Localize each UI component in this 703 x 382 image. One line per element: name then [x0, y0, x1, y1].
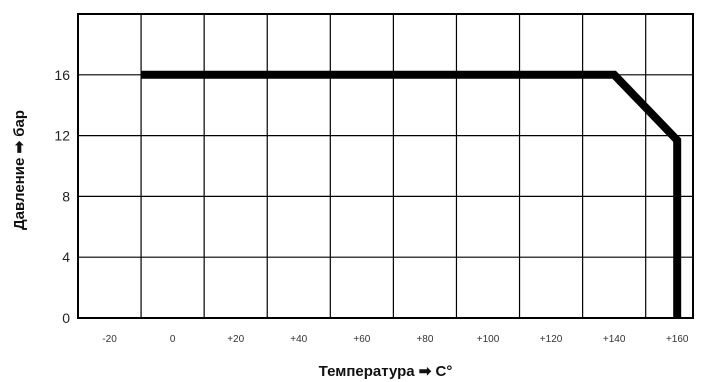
- x-tick-label: +20: [227, 334, 244, 345]
- x-tick-label: +40: [290, 334, 307, 345]
- plot-frame: [77, 13, 694, 319]
- y-tick-labels: 0 4 8 12 16: [54, 67, 70, 326]
- x-tick-label: +160: [666, 334, 689, 345]
- y-tick-label: 4: [62, 249, 70, 265]
- y-tick-label: 8: [62, 188, 70, 204]
- x-tick-label: +140: [603, 334, 626, 345]
- grid: [77, 14, 693, 318]
- series-line: [141, 70, 682, 318]
- y-tick-label: 12: [54, 128, 70, 144]
- y-tick-label: 16: [54, 67, 70, 83]
- y-axis-title: Давление ➡ бар: [11, 110, 28, 230]
- x-tick-label: +120: [540, 334, 563, 345]
- y-tick-label: 0: [62, 310, 70, 326]
- x-tick-label: +100: [477, 334, 500, 345]
- x-axis-title: Температура ➡ C°: [319, 363, 453, 380]
- x-tick-label: -20: [102, 334, 117, 345]
- x-tick-label: +80: [416, 334, 433, 345]
- x-tick-label: +60: [353, 334, 370, 345]
- series-layer: [141, 70, 682, 318]
- x-tick-label: 0: [170, 334, 176, 345]
- x-tick-labels: -20 0 +20 +40 +60 +80 +100 +120 +140 +160: [102, 334, 689, 345]
